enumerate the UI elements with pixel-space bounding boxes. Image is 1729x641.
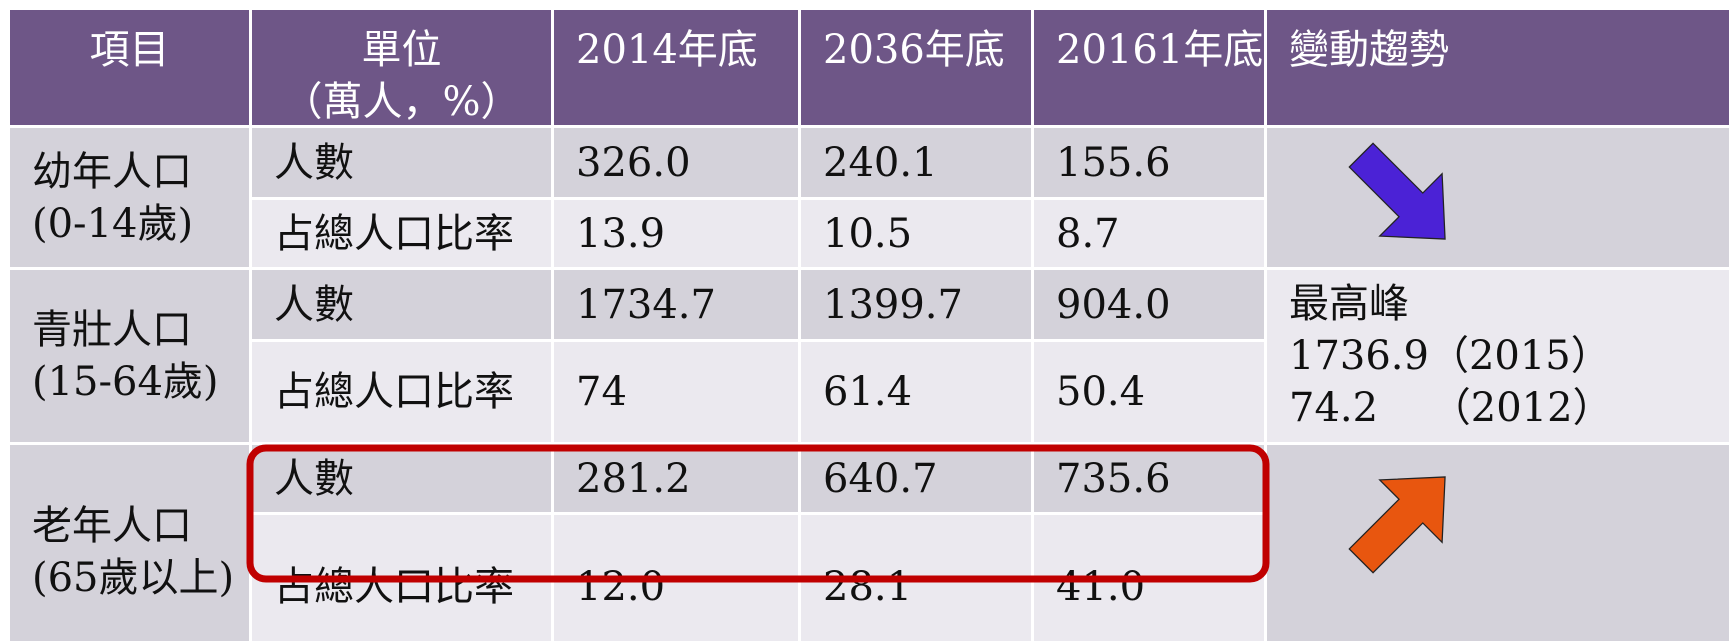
highlight-frame xyxy=(246,444,1270,583)
data-cell: 13.9 xyxy=(554,200,798,267)
header-cell: 變動趨勢 xyxy=(1267,10,1729,125)
cell-text: 20161年底 xyxy=(1056,27,1264,73)
cell-text: 240.1 xyxy=(823,139,938,186)
header-cell: 20161年底 xyxy=(1034,10,1264,125)
data-cell: 10.5 xyxy=(801,200,1031,267)
cell-text: 老年人口 xyxy=(32,502,192,549)
cell-text: 50.4 xyxy=(1056,369,1146,415)
cell-text: 13.9 xyxy=(576,210,666,257)
cell-text: （萬人，%） xyxy=(282,79,521,125)
cell-text: 占總人口比率 xyxy=(274,210,514,257)
trend-arrow-down xyxy=(1348,142,1446,240)
cell-text: 61.4 xyxy=(823,369,913,415)
cell-text: 人數 xyxy=(274,455,354,502)
trend-cell: 最高峰 1736.9（2015） 74.2 （2012） xyxy=(1267,270,1729,442)
cell-text: 28.1 xyxy=(823,563,913,610)
header-cell: 單位 （萬人，%） xyxy=(252,10,551,125)
cell-text: 74.2 （2012） xyxy=(1289,385,1613,431)
cell-text: 最高峰 xyxy=(1289,281,1409,327)
header-cell: 2014年底 xyxy=(554,10,798,125)
data-cell: 人數 xyxy=(252,270,551,339)
trend-arrow-up xyxy=(1348,476,1446,574)
cell-text: 735.6 xyxy=(1056,455,1171,502)
header-cell: 2036年底 xyxy=(801,10,1031,125)
cell-text: 人數 xyxy=(274,281,354,328)
data-cell: 240.1 xyxy=(801,128,1031,197)
data-cell: 61.4 xyxy=(801,342,1031,442)
cell-text: 項目 xyxy=(89,27,170,73)
cell-text: 變動趨勢 xyxy=(1289,27,1449,73)
cell-text: 2036年底 xyxy=(823,27,1005,73)
cell-text: (15-64歲) xyxy=(32,359,219,405)
cell-text: 占總人口比率 xyxy=(274,369,514,415)
cell-text: 人數 xyxy=(274,139,354,186)
cell-text: 12.0 xyxy=(576,563,666,610)
data-cell: 1734.7 xyxy=(554,270,798,339)
cell-text: 青壯人口 xyxy=(32,307,192,353)
cell-text: 單位 xyxy=(361,27,442,73)
trend-cell xyxy=(1267,128,1729,267)
data-cell: 904.0 xyxy=(1034,270,1264,339)
data-cell: 326.0 xyxy=(554,128,798,197)
cell-text: 8.7 xyxy=(1056,210,1120,257)
cell-text: 904.0 xyxy=(1056,281,1171,328)
group-label: 老年人口 (65歲以上) xyxy=(10,445,249,641)
group-label: 幼年人口 (0-14歲) xyxy=(10,128,249,267)
cell-text: 1736.9（2015） xyxy=(1289,333,1611,379)
data-cell: 50.4 xyxy=(1034,342,1264,442)
data-cell: 640.7 xyxy=(801,445,1031,512)
cell-text: (0-14歲) xyxy=(32,200,194,247)
cell-text: 41.0 xyxy=(1056,563,1146,610)
data-cell: 12.0 xyxy=(554,515,798,641)
data-cell: 人數 xyxy=(252,128,551,197)
cell-text: 155.6 xyxy=(1056,139,1171,186)
cell-text: 1734.7 xyxy=(576,281,716,328)
data-cell: 74 xyxy=(554,342,798,442)
data-cell: 281.2 xyxy=(554,445,798,512)
trend-cell xyxy=(1267,445,1729,641)
cell-text: 10.5 xyxy=(823,210,913,257)
data-cell: 占總人口比率 xyxy=(252,200,551,267)
data-cell: 735.6 xyxy=(1034,445,1264,512)
cell-text: (65歲以上) xyxy=(32,554,235,601)
cell-text: 2014年底 xyxy=(576,27,758,73)
cell-text: 74 xyxy=(576,369,627,415)
group-label: 青壯人口 (15-64歲) xyxy=(10,270,249,442)
cell-text: 占總人口比率 xyxy=(274,563,514,610)
header-cell: 項目 xyxy=(10,10,249,125)
cell-text: 1399.7 xyxy=(823,281,963,328)
cell-text: 326.0 xyxy=(576,139,691,186)
cell-text: 幼年人口 xyxy=(32,148,192,195)
data-cell: 155.6 xyxy=(1034,128,1264,197)
data-cell: 占總人口比率 xyxy=(252,342,551,442)
data-cell: 人數 xyxy=(252,445,551,512)
data-cell: 8.7 xyxy=(1034,200,1264,267)
data-cell: 1399.7 xyxy=(801,270,1031,339)
cell-text: 281.2 xyxy=(576,455,691,502)
cell-text: 640.7 xyxy=(823,455,938,502)
